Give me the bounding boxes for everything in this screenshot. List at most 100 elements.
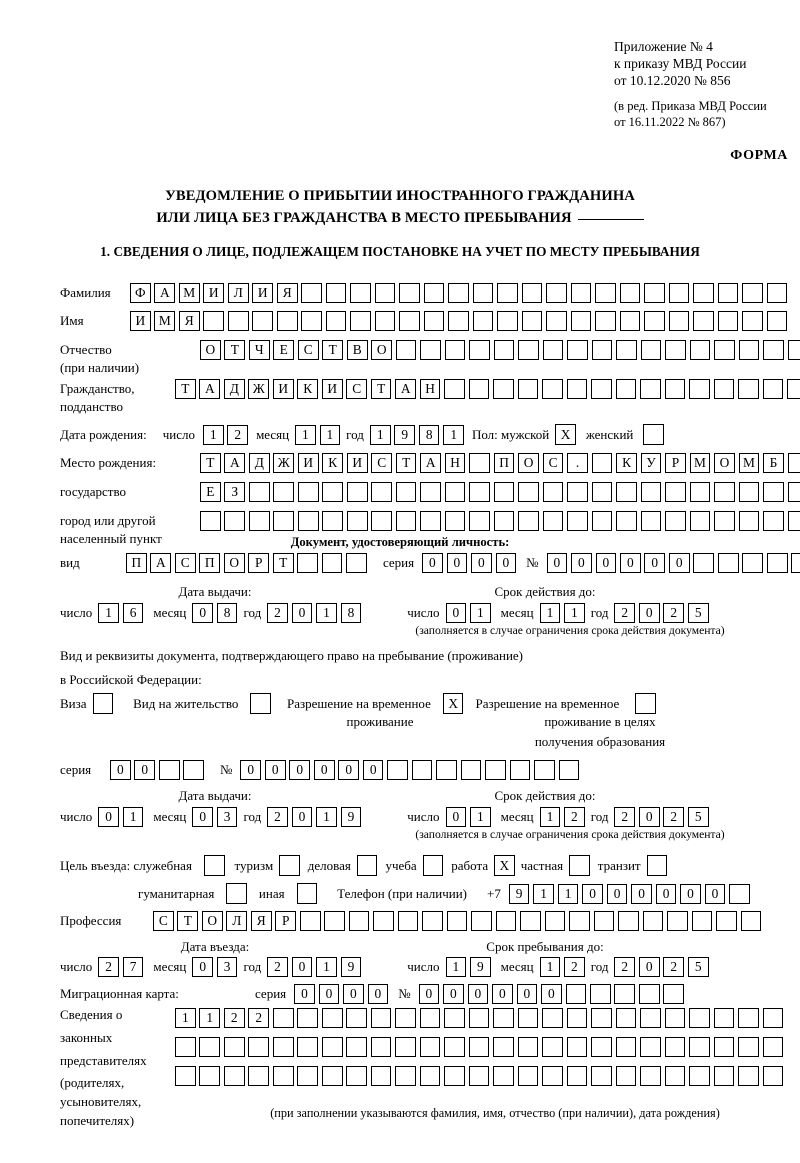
char-cell[interactable] [689,379,710,399]
char-cell[interactable] [619,311,641,331]
char-cell[interactable] [717,311,739,331]
char-cell[interactable]: А [199,379,221,399]
char-cell[interactable] [640,1037,661,1057]
char-cell[interactable] [497,283,518,303]
char-cell[interactable] [444,1037,465,1057]
char-cell[interactable]: 1 [557,883,579,904]
char-cell[interactable]: 0 [343,984,364,1004]
char-cell[interactable] [665,482,686,502]
char-cell[interactable]: 1 [319,424,341,445]
char-cell[interactable]: С [542,453,564,473]
char-cell[interactable] [787,379,800,399]
char-cell[interactable]: Б [763,453,784,473]
char-cell[interactable] [542,1008,563,1028]
char-cell[interactable]: С [153,911,174,931]
char-cell[interactable] [468,1066,490,1086]
char-cell[interactable] [158,760,180,780]
char-cell[interactable] [713,1008,735,1028]
char-cell[interactable] [717,553,739,573]
char-cell[interactable]: 0 [541,984,562,1004]
char-cell[interactable] [567,482,588,502]
char-cell[interactable] [763,482,784,502]
char-cell[interactable] [469,453,490,473]
char-cell[interactable] [664,1037,686,1057]
char-cell[interactable] [297,482,319,502]
char-cell[interactable]: И [203,283,225,303]
char-cell[interactable] [689,1008,710,1028]
char-cell[interactable]: 2 [248,1008,270,1028]
char-cell[interactable]: М [738,453,760,473]
char-cell[interactable] [567,340,588,360]
char-cell[interactable]: Т [177,911,199,931]
char-cell[interactable] [485,760,506,780]
char-cell[interactable] [346,511,368,531]
char-cell[interactable] [787,453,800,473]
char-cell[interactable]: 0 [264,760,286,780]
char-cell[interactable] [517,379,539,399]
char-cell[interactable] [762,1066,784,1086]
char-cell[interactable] [714,511,735,531]
char-cell[interactable]: 0 [192,603,213,623]
char-cell[interactable] [460,760,482,780]
char-cell[interactable] [644,283,665,303]
char-cell[interactable] [640,482,662,502]
char-cell[interactable]: С [297,340,319,360]
sex-female-checkbox[interactable] [643,424,664,445]
char-cell[interactable]: С [174,553,196,573]
char-cell[interactable] [444,482,466,502]
temp-residence-checkbox[interactable]: X [442,693,464,714]
char-cell[interactable] [350,283,371,303]
char-cell[interactable] [200,511,221,531]
char-cell[interactable]: 0 [471,553,492,573]
char-cell[interactable] [444,511,466,531]
char-cell[interactable] [518,511,539,531]
char-cell[interactable]: 0 [192,807,213,827]
char-cell[interactable]: 1 [199,1008,221,1028]
char-cell[interactable] [517,1037,539,1057]
char-cell[interactable] [644,311,665,331]
char-cell[interactable]: 1 [470,807,491,827]
char-cell[interactable] [183,760,205,780]
char-cell[interactable]: 0 [418,984,440,1004]
char-cell[interactable]: Д [223,379,245,399]
char-cell[interactable] [175,1066,196,1086]
char-cell[interactable]: 0 [291,603,313,623]
purpose-business-checkbox[interactable] [356,855,378,876]
char-cell[interactable]: О [200,340,221,360]
visa-checkbox[interactable] [92,693,114,714]
char-cell[interactable] [570,311,592,331]
char-cell[interactable]: 9 [470,957,491,977]
char-cell[interactable] [248,1037,270,1057]
char-cell[interactable] [297,1066,319,1086]
char-cell[interactable] [469,511,490,531]
char-cell[interactable] [742,283,763,303]
char-cell[interactable] [321,553,343,573]
char-cell[interactable] [614,984,636,1004]
char-cell[interactable] [444,340,466,360]
char-cell[interactable] [542,379,563,399]
char-cell[interactable] [738,379,759,399]
char-cell[interactable] [252,311,274,331]
char-cell[interactable] [664,1008,686,1028]
char-cell[interactable] [397,911,419,931]
char-cell[interactable] [665,511,686,531]
reps-input-2[interactable] [175,1037,784,1057]
char-cell[interactable]: 2 [564,957,585,977]
char-cell[interactable] [542,1066,563,1086]
char-cell[interactable] [446,911,468,931]
char-cell[interactable]: П [199,553,221,573]
char-cell[interactable]: О [371,340,392,360]
